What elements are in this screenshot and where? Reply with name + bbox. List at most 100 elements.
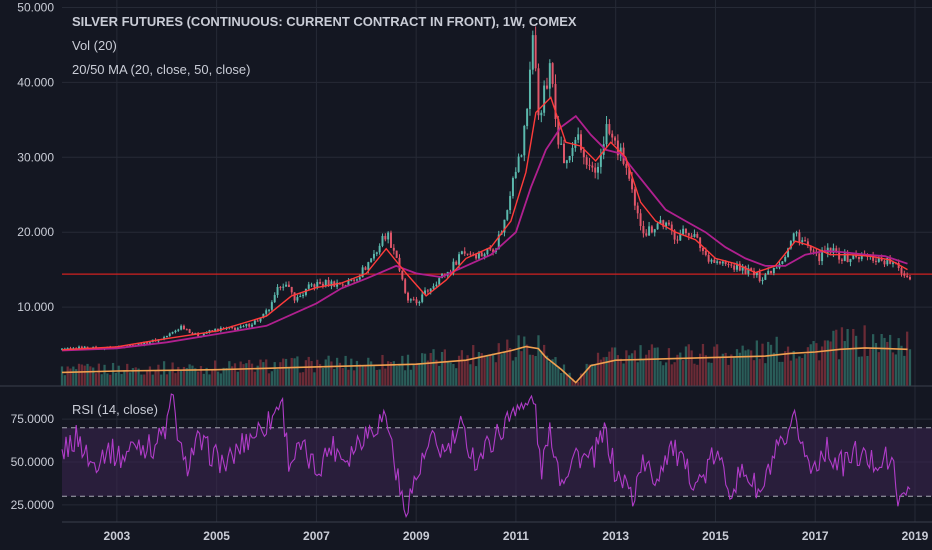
candle-body [372, 253, 375, 259]
volume-bar [162, 361, 166, 386]
volume-bar [582, 373, 585, 386]
volume-bar [613, 347, 617, 386]
legend-volume[interactable]: Vol (20) [72, 38, 117, 53]
volume-bar [525, 344, 529, 386]
candle-body [486, 248, 489, 255]
volume-panel [60, 325, 912, 386]
volume-bar [219, 373, 222, 386]
volume-bar [109, 374, 112, 386]
volume-bar [625, 350, 628, 386]
candle-body [435, 284, 438, 287]
volume-bar [698, 353, 702, 386]
volume-bar [233, 363, 237, 386]
candle-body [182, 325, 185, 330]
volume-bar [497, 343, 500, 386]
candle-body [387, 232, 390, 240]
candle-body [293, 292, 296, 301]
volume-bar [798, 356, 801, 386]
volume-bar [335, 357, 339, 386]
candle-body [268, 309, 271, 311]
candle-body [492, 249, 495, 253]
volume-bar [117, 365, 120, 386]
volume-bar [480, 353, 483, 386]
volume-bar [483, 357, 486, 386]
volume-bar [545, 355, 549, 386]
candle-body [239, 326, 242, 329]
volume-bar [871, 334, 875, 386]
legend-ma[interactable]: 20/50 MA (20, close, 50, close) [72, 62, 250, 77]
candle-body [185, 329, 188, 331]
candle-body [588, 164, 591, 166]
candle-body [330, 281, 333, 287]
candle-body [384, 235, 387, 240]
candle-body [784, 256, 787, 262]
candle-body [653, 229, 656, 233]
volume-bar [523, 336, 526, 386]
volume-bar [358, 364, 361, 386]
volume-bar [245, 363, 248, 386]
volume-bar [287, 367, 291, 386]
candle-body [602, 144, 605, 155]
volume-bar [789, 360, 793, 386]
legend-rsi[interactable]: RSI (14, close) [72, 402, 158, 417]
candle-body [364, 267, 367, 270]
volume-bar [143, 374, 146, 386]
x-tick-label: 2017 [802, 529, 829, 543]
candle-body [350, 279, 353, 281]
candle-body [551, 63, 554, 84]
volume-bar [886, 341, 889, 386]
volume-bar [301, 372, 305, 386]
volume-bar [83, 365, 86, 386]
candle-body [285, 284, 288, 287]
candle-body [287, 284, 290, 287]
candle-body [798, 232, 801, 243]
candle-body [750, 268, 753, 271]
candle-body [256, 320, 259, 322]
chart-title: SILVER FUTURES (CONTINUOUS: CURRENT CONT… [72, 14, 577, 29]
candle-body [616, 140, 619, 156]
price-y-tick-label: 20.000 [17, 225, 54, 239]
volume-bar [205, 367, 208, 386]
candle-body [86, 346, 89, 349]
candle-body [676, 239, 679, 241]
candle-body [438, 278, 441, 285]
candle-body [415, 299, 418, 304]
candle-body [477, 252, 480, 259]
candle-body [251, 324, 254, 327]
volume-bar [599, 359, 602, 386]
candle-body [324, 280, 327, 286]
volume-bar [355, 360, 359, 386]
volume-bar [809, 344, 812, 386]
candle-body [804, 240, 807, 242]
candle-body [670, 224, 673, 231]
volume-bar [177, 366, 180, 386]
candle-body [707, 254, 710, 262]
candle-body [701, 247, 704, 251]
volume-bar [846, 329, 849, 386]
volume-bar [577, 381, 580, 386]
volume-bar [75, 369, 78, 386]
candle-body [821, 249, 824, 262]
volume-bar [151, 374, 154, 386]
candle-body [174, 330, 177, 333]
volume-bar [616, 355, 620, 386]
price-y-tick-label: 50.000 [17, 0, 54, 14]
volume-bar [591, 364, 594, 386]
volume-bar [202, 373, 205, 386]
candle-body [857, 256, 860, 260]
volume-bar [747, 349, 750, 386]
candle-body [355, 279, 358, 281]
candle-body [83, 346, 86, 349]
candle-body [716, 261, 719, 263]
volume-bar [557, 366, 560, 386]
candle-body [171, 332, 174, 334]
volume-bar [767, 341, 770, 386]
volume-bar [820, 346, 824, 386]
candle-body [733, 265, 736, 270]
candle-body [687, 233, 690, 236]
volume-bar [860, 356, 863, 386]
volume-bar [100, 374, 103, 386]
volume-bar [222, 367, 225, 386]
candle-body [202, 333, 205, 336]
volume-bar [299, 372, 302, 386]
